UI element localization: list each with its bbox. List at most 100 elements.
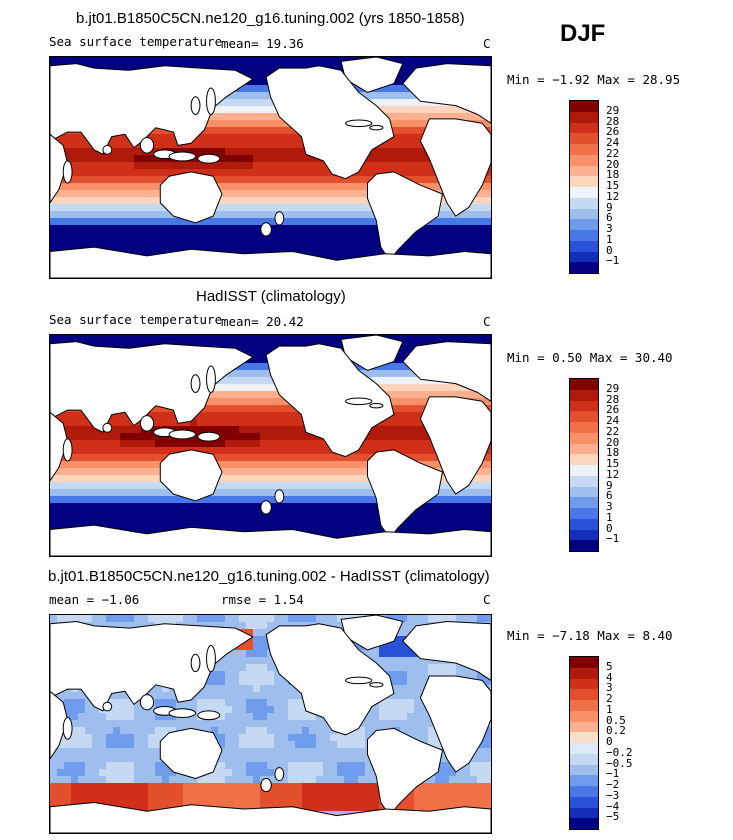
colorbar-swatch [570, 540, 598, 551]
land-outline [402, 621, 491, 681]
island-outline [139, 415, 155, 432]
colorbar-tick-label: 29 [606, 103, 620, 117]
land-outline [419, 118, 491, 217]
land-outline [50, 524, 491, 556]
land-outline [265, 623, 395, 736]
colorbar-swatch [570, 710, 598, 722]
land-outline [50, 802, 491, 833]
colorbar-tick-label: −1 [606, 254, 620, 268]
colorbar-tick-label: 0 [606, 521, 613, 535]
island-outline [206, 365, 216, 393]
panel3-colorbar-labels: 5 4 3 2 1 0.5 0.2 0 −0.2 −0.5 −1 −2 −3 −4 −5 [606, 656, 646, 828]
colorbar-tick-label: 1 [606, 232, 613, 246]
panel3-minmax: Min = −7.18 Max = 8.40 [507, 628, 673, 643]
island-outline [206, 87, 216, 115]
land-outline [50, 621, 254, 712]
colorbar-tick-label: 9 [606, 200, 613, 214]
colorbar-tick-label: −0.2 [606, 745, 633, 759]
panel2-map [49, 334, 492, 557]
panel2-colorbar [569, 378, 599, 552]
land-outline [367, 449, 443, 539]
panel2-title: HadISST (climatology) [196, 288, 346, 305]
island-outline [344, 676, 373, 685]
colorbar-tick-label: −5 [606, 810, 620, 824]
colorbar-tick-label: 26 [606, 125, 620, 139]
colorbar-tick-label: −4 [606, 799, 620, 813]
colorbar-swatch [570, 208, 598, 220]
colorbar-tick-label: 0 [606, 243, 613, 257]
colorbar-swatch [570, 219, 598, 230]
colorbar-swatch [570, 529, 598, 541]
island-outline [190, 653, 201, 673]
colorbar-tick-label: 28 [606, 114, 620, 128]
season-label: DJF [560, 20, 606, 47]
colorbar-tick-label: 15 [606, 179, 620, 192]
panel3-mean: mean = −1.06 [49, 592, 140, 607]
panel1-colorbar [569, 100, 599, 274]
island-outline [369, 682, 384, 688]
colorbar-tick-label: 6 [606, 211, 613, 225]
colorbar-swatch [570, 700, 598, 711]
colorbar-tick-label: −2 [606, 778, 620, 791]
colorbar-tick-label: −1 [606, 532, 620, 546]
island-outline [274, 489, 285, 504]
island-outline [168, 429, 197, 440]
land-outline [402, 63, 491, 124]
colorbar-swatch [570, 486, 598, 498]
island-outline [369, 125, 384, 131]
panel3-units: C [483, 592, 491, 607]
island-outline [260, 222, 272, 237]
land-outline [402, 341, 491, 402]
colorbar-tick-label: 12 [606, 467, 620, 481]
colorbar-swatch [570, 111, 598, 123]
panel1-units: C [483, 36, 491, 51]
colorbar-swatch [570, 379, 598, 390]
island-outline [62, 160, 73, 184]
island-outline [197, 710, 221, 721]
land-outline [50, 341, 254, 433]
colorbar-swatch [570, 144, 598, 155]
panel3-colorbar [569, 656, 599, 830]
colorbar-swatch [570, 667, 598, 679]
colorbar-tick-label: 4 [606, 670, 613, 684]
colorbar-tick-label: 0 [606, 735, 613, 748]
land-outline [50, 246, 491, 278]
colorbar-tick-label: −1 [606, 767, 620, 781]
land-outline [265, 65, 395, 180]
colorbar-tick-label: 3 [606, 681, 613, 695]
island-outline [197, 153, 221, 164]
colorbar-tick-label: 29 [606, 381, 620, 395]
colorbar-tick-label: 24 [606, 414, 620, 427]
colorbar-tick-label: 18 [606, 168, 620, 182]
panel1-minmax: Min = −1.92 Max = 28.95 [507, 72, 681, 87]
colorbar-swatch [570, 240, 598, 252]
panel1-colorbar-labels: 29 28 26 24 22 20 18 15 12 9 6 3 1 0 −1 [606, 100, 646, 272]
land-outline [367, 727, 443, 817]
colorbar-swatch [570, 732, 598, 743]
island-outline [139, 137, 155, 154]
land-outline [367, 171, 443, 261]
colorbar-swatch [570, 775, 598, 786]
colorbar-swatch [570, 165, 598, 177]
colorbar-swatch [570, 400, 598, 412]
panel2-colorbar-labels: 29 28 26 24 22 20 18 15 12 9 6 3 1 0 −1 [606, 378, 646, 550]
colorbar-tick-label: 9 [606, 478, 613, 492]
colorbar-swatch [570, 389, 598, 401]
colorbar-swatch [570, 678, 598, 690]
island-outline [62, 438, 73, 462]
island-outline [139, 694, 155, 711]
island-outline [102, 422, 113, 433]
panel1-map [49, 56, 492, 279]
island-outline [190, 96, 201, 115]
colorbar-swatch [570, 475, 598, 487]
island-outline [274, 767, 285, 782]
panel2-subtitle: Sea surface temperature [49, 312, 223, 327]
colorbar-swatch [570, 176, 598, 187]
colorbar-tick-label: 1 [606, 510, 613, 524]
island-outline [274, 211, 285, 226]
colorbar-swatch [570, 187, 598, 198]
colorbar-tick-label: 0.5 [606, 713, 626, 727]
colorbar-swatch [570, 508, 598, 519]
island-outline [344, 397, 373, 406]
colorbar-tick-label: 20 [606, 157, 620, 171]
